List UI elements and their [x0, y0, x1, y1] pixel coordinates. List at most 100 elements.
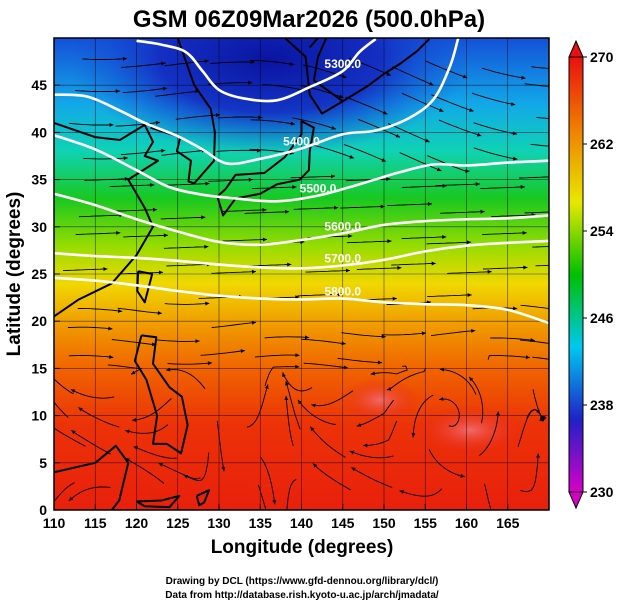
- streamline: [246, 384, 269, 428]
- streamline-arrow: [248, 80, 253, 85]
- streamline-arrow: [155, 120, 160, 125]
- streamline-arrow: [284, 395, 289, 401]
- streamline-arrow: [469, 108, 474, 112]
- streamline-arrow: [251, 269, 256, 274]
- colorbar-tick-label: 262: [590, 136, 614, 152]
- streamline: [440, 211, 485, 214]
- cold-core: [70, 38, 470, 155]
- y-tick-label: 35: [31, 172, 47, 188]
- streamline-arrow: [522, 230, 527, 235]
- x-tick-label: 155: [414, 515, 438, 531]
- streamline-arrow: [133, 446, 139, 450]
- colorbar-ticks: 230 238 246 254 262 270: [583, 49, 614, 500]
- streamline: [54, 482, 75, 503]
- streamline-arrow: [520, 185, 525, 189]
- streamline-arrow: [48, 365, 52, 369]
- streamline: [439, 398, 460, 427]
- streamline: [447, 271, 492, 274]
- streamline-arrow: [109, 355, 114, 359]
- streamline-arrow: [131, 370, 136, 375]
- streamline-arrow: [166, 367, 171, 372]
- x-tick-label: 145: [331, 515, 355, 531]
- streamline: [349, 450, 394, 459]
- streamline: [262, 84, 307, 92]
- streamline: [530, 143, 549, 147]
- streamline: [118, 271, 164, 275]
- streamline: [480, 186, 525, 190]
- x-tick-label: 110: [43, 515, 66, 531]
- streamline: [356, 267, 402, 270]
- streamline-arrow: [356, 423, 362, 427]
- streamline: [71, 429, 111, 455]
- streamline-arrow: [125, 429, 130, 434]
- streamline-arrow: [116, 231, 121, 235]
- x-tick-label: 140: [290, 515, 314, 531]
- streamline: [155, 90, 200, 97]
- streamline: [260, 456, 276, 505]
- streamline: [112, 209, 158, 212]
- streamline-arrow: [292, 185, 297, 190]
- streamline-arrow: [207, 361, 213, 366]
- streamline: [75, 232, 121, 235]
- streamline: [536, 116, 549, 119]
- coastline: [195, 489, 211, 507]
- streamline-arrow: [311, 403, 316, 408]
- streamline: [340, 205, 385, 209]
- streamline: [115, 121, 161, 127]
- streamline-arrow: [310, 426, 315, 432]
- contour-line: [54, 239, 549, 270]
- streamline-arrow: [429, 81, 434, 86]
- coastline: [54, 122, 159, 318]
- streamline-arrow: [466, 240, 472, 245]
- streamline: [75, 90, 120, 93]
- x-tick-label: 115: [84, 515, 107, 531]
- streamline: [285, 380, 301, 430]
- streamline-arrow: [476, 132, 482, 137]
- contour-line: [54, 38, 460, 166]
- streamline-arrow: [281, 372, 286, 377]
- streamline: [257, 484, 267, 510]
- streamline: [310, 144, 355, 159]
- streamline: [264, 366, 300, 387]
- y-tick-label: 15: [31, 360, 47, 376]
- streamline-arrow: [158, 462, 163, 467]
- contour-label: 5500.0: [300, 182, 337, 196]
- streamline: [468, 376, 484, 424]
- x-tick-label: 160: [455, 515, 479, 531]
- streamline-arrow: [512, 131, 518, 136]
- streamline: [293, 207, 339, 210]
- streamline: [222, 238, 268, 242]
- streamline: [166, 369, 206, 390]
- streamline: [430, 330, 476, 337]
- streamline: [399, 152, 442, 172]
- streamline-arrow: [331, 174, 336, 179]
- streamline-arrow: [460, 473, 465, 478]
- streamline: [68, 355, 114, 358]
- streamline-arrow: [387, 239, 392, 244]
- height-contours: 5300.0 5400.0 5500.0 5600.0 5700.0 5800.0: [54, 38, 549, 325]
- streamline-arrow: [71, 430, 76, 435]
- streamline-arrow: [295, 364, 300, 369]
- streamline: [166, 263, 211, 267]
- streamline-arrow: [151, 342, 157, 347]
- streamline: [519, 176, 549, 179]
- streamline: [473, 147, 518, 160]
- streamline: [297, 293, 343, 297]
- contour-line: [54, 276, 549, 325]
- colorbar-tick-label: 270: [590, 49, 614, 65]
- streamline: [387, 123, 430, 143]
- streamline: [54, 401, 69, 418]
- streamline-arrow: [471, 328, 476, 333]
- streamline-arrow: [115, 89, 120, 94]
- streamline-arrow: [363, 443, 368, 448]
- streamline: [490, 337, 535, 341]
- streamline-arrow: [512, 156, 518, 161]
- streamline: [251, 186, 297, 190]
- streamline-arrow: [480, 209, 485, 214]
- streamline: [524, 83, 549, 87]
- streamline: [401, 236, 447, 240]
- streamline: [337, 357, 383, 364]
- streamline: [249, 59, 295, 66]
- coastline: [342, 38, 431, 103]
- streamline: [222, 209, 267, 212]
